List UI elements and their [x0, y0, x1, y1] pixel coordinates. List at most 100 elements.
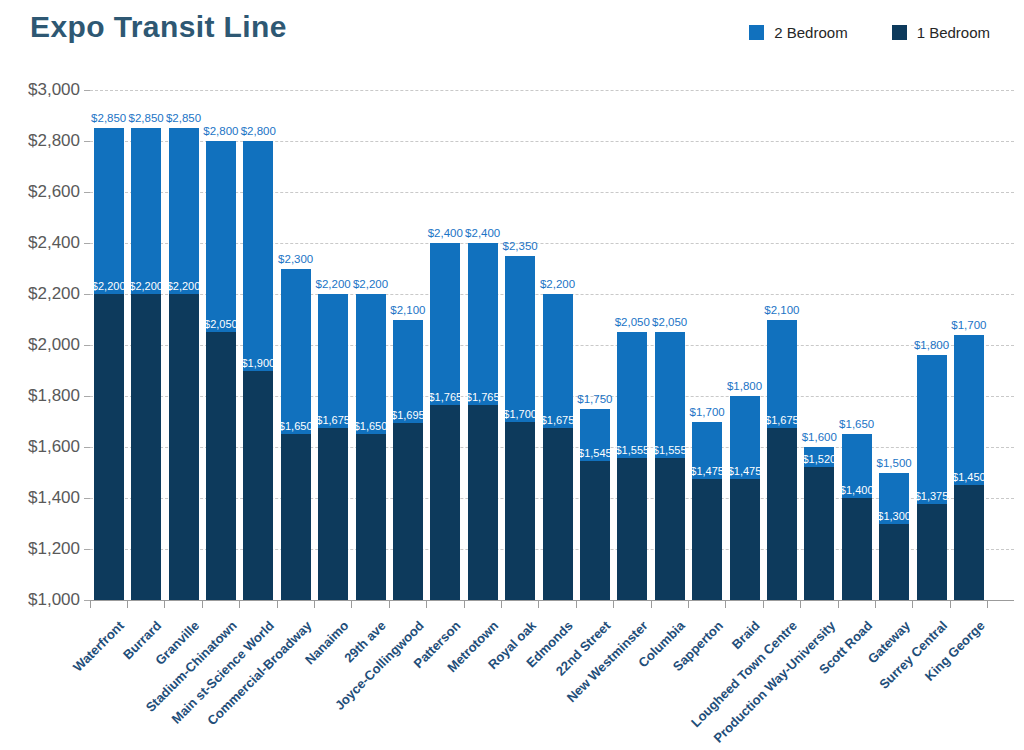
value-label-1br: $1,650: [279, 420, 313, 432]
y-axis-tick: [84, 447, 90, 448]
y-axis-label: $1,800: [0, 386, 80, 406]
value-label-2br: $2,350: [503, 240, 538, 252]
x-axis-tick: [875, 600, 876, 608]
chart-canvas: Expo Transit Line 2 Bedroom1 Bedroom $3,…: [0, 0, 1024, 750]
value-label-2br: $2,200: [316, 278, 351, 290]
x-axis-tick: [987, 600, 988, 608]
x-axis-tick: [164, 600, 165, 608]
bar-segment-1br: [655, 458, 685, 600]
x-axis-tick: [651, 600, 652, 608]
y-axis-label: $1,000: [0, 590, 80, 610]
y-axis-label: $1,600: [0, 437, 80, 457]
y-axis-label: $2,200: [0, 284, 80, 304]
value-label-1br: $2,200: [92, 280, 126, 292]
value-label-1br: $1,675: [316, 414, 350, 426]
y-axis-label: $1,200: [0, 539, 80, 559]
value-label-1br: $1,650: [354, 420, 388, 432]
value-label-1br: $2,200: [167, 280, 201, 292]
value-label-2br: $2,200: [353, 278, 388, 290]
value-label-1br: $2,050: [204, 318, 238, 330]
bar-segment-1br: [243, 371, 273, 601]
bar-segment-1br: [730, 479, 760, 600]
value-label-1br: $1,520: [802, 453, 836, 465]
bar-segment-1br: [356, 434, 386, 600]
value-label-1br: $1,300: [877, 510, 911, 522]
x-axis-tick: [389, 600, 390, 608]
value-label-1br: $1,765: [428, 391, 462, 403]
value-label-2br: $1,500: [877, 457, 912, 469]
bar-segment-1br: [580, 461, 610, 600]
bar-segment-1br: [879, 524, 909, 601]
bar-segment-1br: [767, 428, 797, 600]
value-label-1br: $1,555: [615, 444, 649, 456]
x-axis-tick: [464, 600, 465, 608]
value-label-1br: $1,545: [578, 447, 612, 459]
value-label-1br: $2,200: [129, 280, 163, 292]
x-axis-tick: [838, 600, 839, 608]
bar-segment-1br: [94, 294, 124, 600]
value-label-2br: $1,800: [914, 339, 949, 351]
bar-segment-1br: [804, 467, 834, 600]
x-axis-tick: [538, 600, 539, 608]
y-axis-label: $1,400: [0, 488, 80, 508]
value-label-1br: $1,695: [391, 409, 425, 421]
value-label-2br: $2,850: [166, 112, 201, 124]
x-axis-tick: [725, 600, 726, 608]
y-axis-tick: [84, 549, 90, 550]
value-label-2br: $2,050: [652, 316, 687, 328]
value-label-2br: $2,800: [203, 125, 238, 137]
y-axis-tick: [84, 345, 90, 346]
value-label-1br: $1,675: [765, 414, 799, 426]
value-label-2br: $2,400: [428, 227, 463, 239]
bar-segment-1br: [430, 405, 460, 600]
x-axis-tick: [239, 600, 240, 608]
x-axis-tick: [277, 600, 278, 608]
value-label-2br: $2,800: [241, 125, 276, 137]
value-label-2br: $1,800: [727, 380, 762, 392]
x-axis-tick: [576, 600, 577, 608]
bar-segment-1br: [692, 479, 722, 600]
value-label-1br: $1,675: [541, 414, 575, 426]
x-axis-tick: [763, 600, 764, 608]
value-label-2br: $1,700: [690, 406, 725, 418]
y-axis-tick: [84, 498, 90, 499]
bar-segment-1br: [393, 423, 423, 600]
bar-segment-1br: [206, 332, 236, 600]
bar-segment-1br: [281, 434, 311, 600]
value-label-2br: $2,400: [465, 227, 500, 239]
y-axis-label: $2,600: [0, 182, 80, 202]
value-label-2br: $1,650: [839, 418, 874, 430]
x-axis-tick: [351, 600, 352, 608]
x-axis-tick: [912, 600, 913, 608]
value-label-2br: $1,600: [802, 431, 837, 443]
x-axis-tick: [613, 600, 614, 608]
x-axis-tick: [800, 600, 801, 608]
value-label-1br: $1,555: [653, 444, 687, 456]
value-label-1br: $1,475: [728, 465, 762, 477]
bar-segment-1br: [917, 504, 947, 600]
y-axis-tick: [84, 141, 90, 142]
value-label-2br: $2,100: [764, 304, 799, 316]
value-label-2br: $2,200: [540, 278, 575, 290]
bar-segment-1br: [954, 485, 984, 600]
y-axis-label: $2,000: [0, 335, 80, 355]
value-label-1br: $1,450: [952, 471, 986, 483]
y-axis-tick: [84, 243, 90, 244]
x-axis-tick: [127, 600, 128, 608]
x-axis-label: Braid: [729, 618, 763, 652]
y-axis-label: $3,000: [0, 80, 80, 100]
bar-segment-1br: [318, 428, 348, 600]
value-label-1br: $1,400: [840, 484, 874, 496]
plot-area: $3,000 $2,800 $2,600 $2,400 $2,200 $2,000 $1,8…: [0, 0, 1024, 750]
value-label-1br: $1,765: [466, 391, 500, 403]
x-axis-tick: [202, 600, 203, 608]
gridline: [90, 90, 1014, 91]
x-axis-tick: [90, 600, 91, 608]
value-label-1br: $1,700: [503, 408, 537, 420]
x-axis-tick: [688, 600, 689, 608]
bar-segment-1br: [505, 422, 535, 601]
x-axis-tick: [950, 600, 951, 608]
y-axis-tick: [84, 396, 90, 397]
bar-segment-1br: [169, 294, 199, 600]
bar-segment-1br: [617, 458, 647, 600]
